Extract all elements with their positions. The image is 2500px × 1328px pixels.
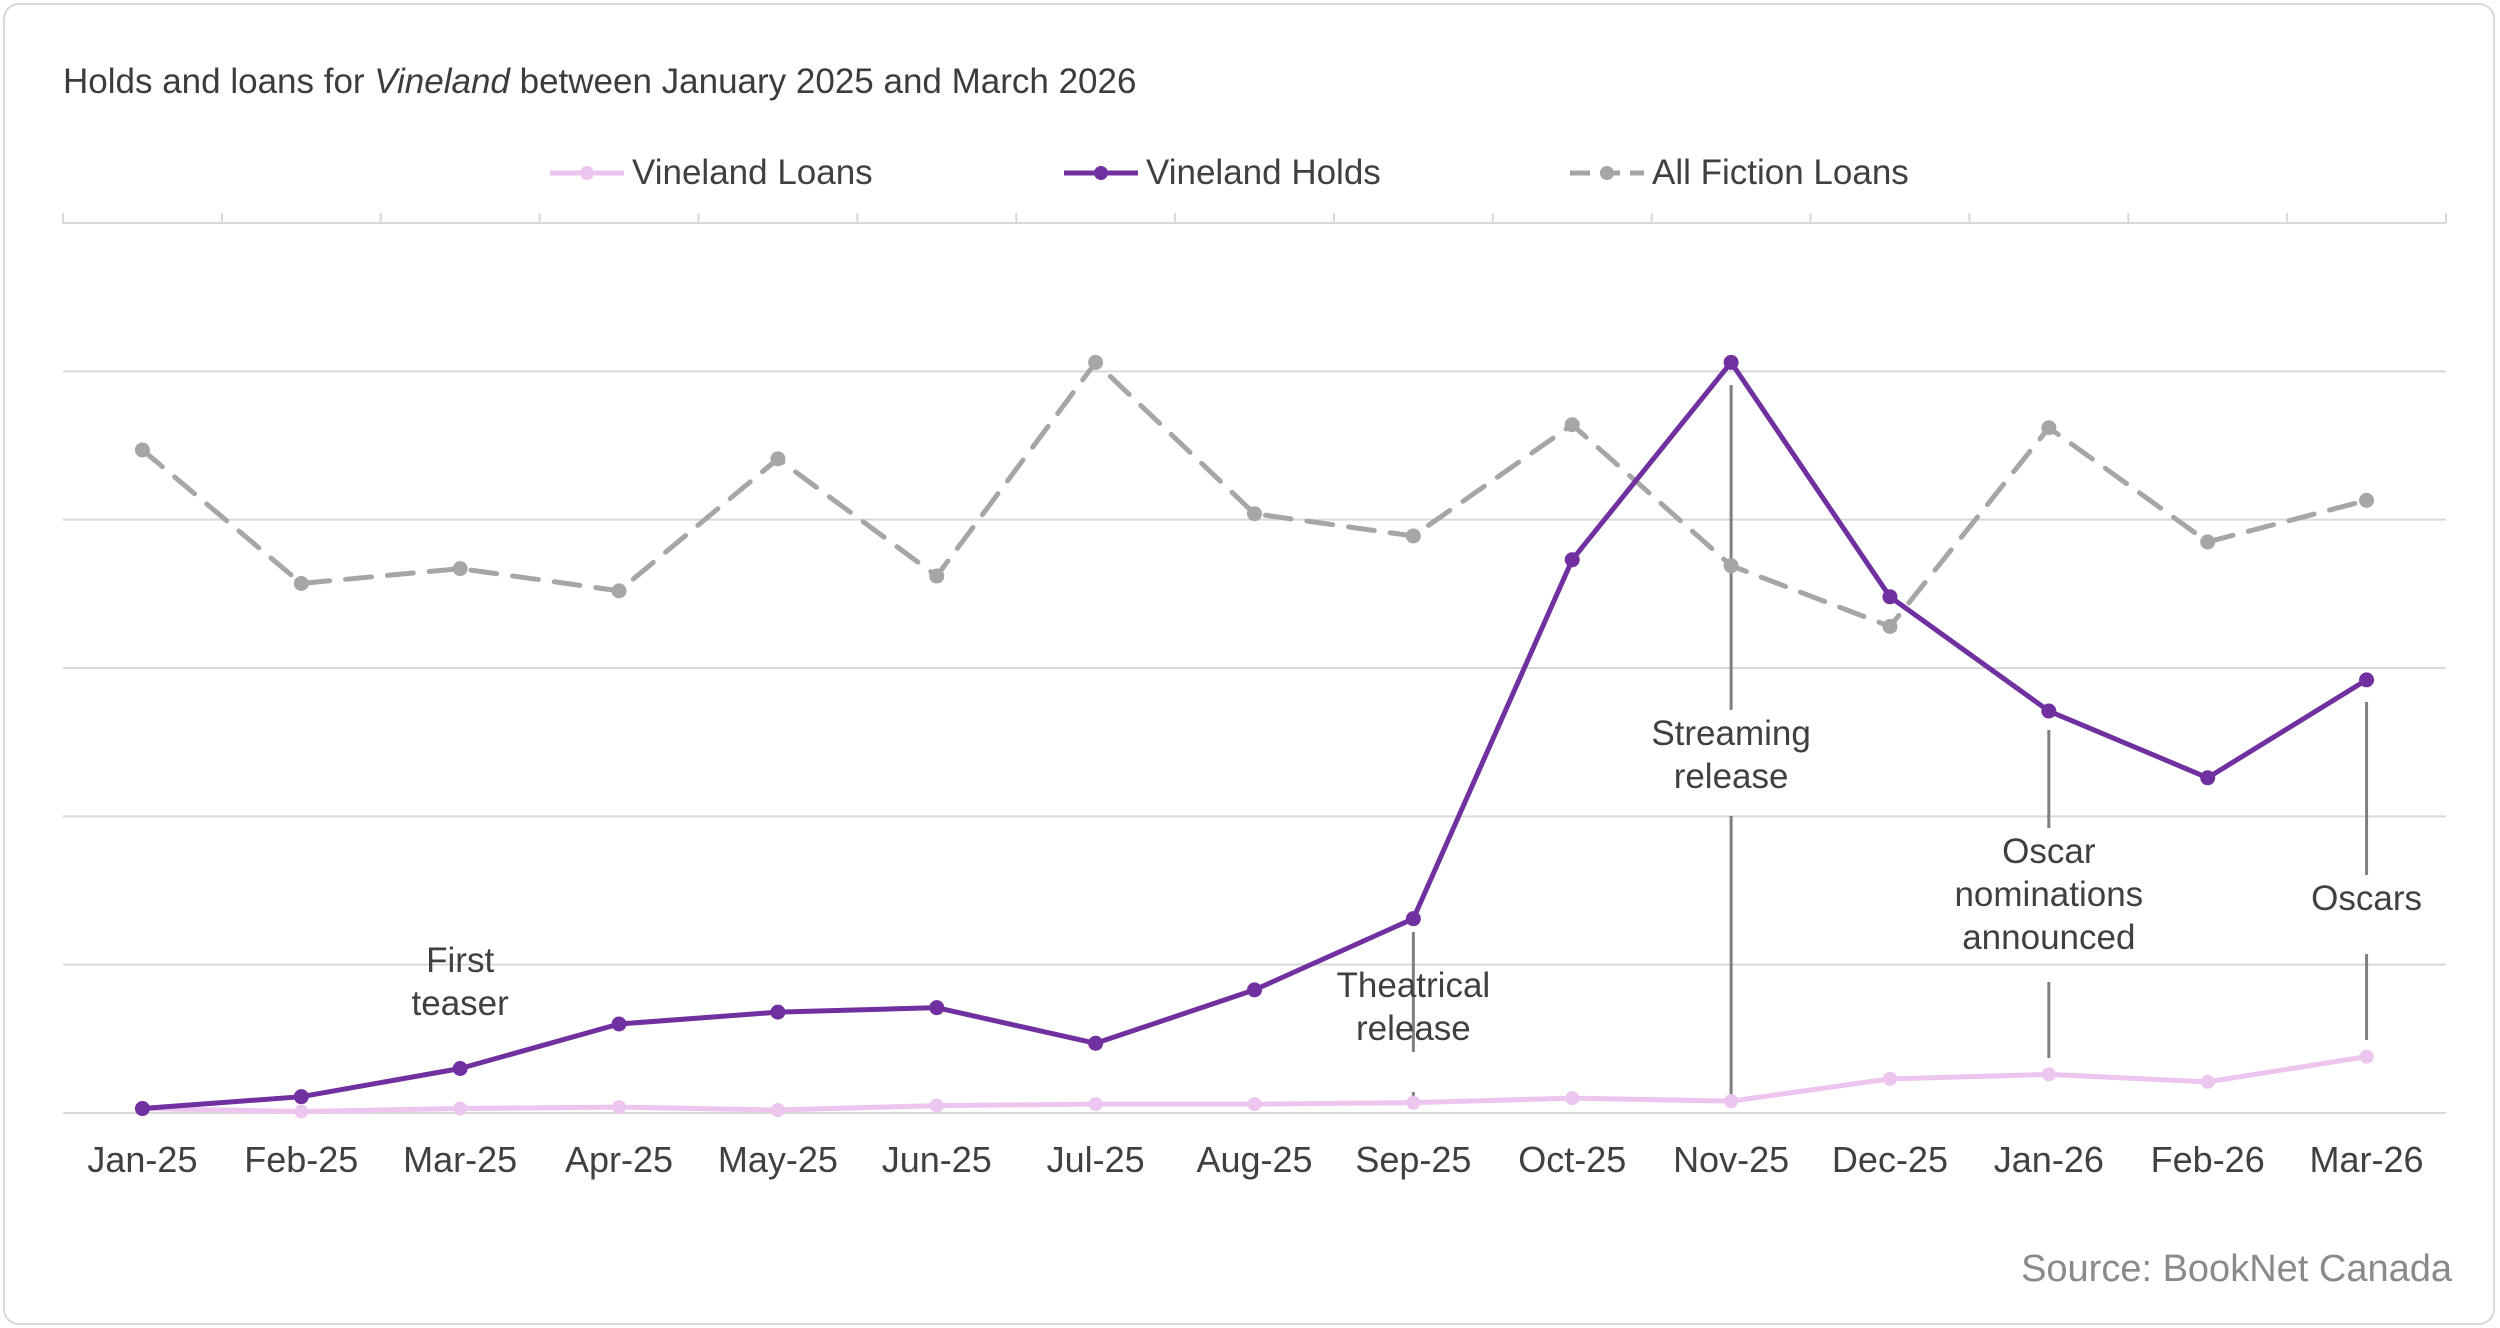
x-tick-label: Jan-26 xyxy=(1994,1139,2104,1180)
data-point-all-fiction-loans xyxy=(1882,618,1898,634)
data-point-vineland-holds xyxy=(1723,354,1739,370)
data-point-vineland-loans xyxy=(1247,1097,1262,1112)
data-point-vineland-holds xyxy=(2200,770,2216,786)
data-point-all-fiction-loans xyxy=(1247,506,1262,522)
data-point-vineland-loans xyxy=(2041,1067,2056,1082)
data-point-vineland-loans xyxy=(1724,1094,1739,1109)
data-point-vineland-holds xyxy=(452,1061,468,1076)
data-point-vineland-loans xyxy=(453,1101,468,1116)
source-note: Source: BookNet Canada xyxy=(2021,1248,2452,1290)
legend-label-fiction: All Fiction Loans xyxy=(1652,153,1909,192)
x-tick-label: Aug-25 xyxy=(1196,1139,1312,1180)
data-point-vineland-holds xyxy=(770,1004,786,1020)
data-point-all-fiction-loans xyxy=(1723,558,1739,574)
data-point-all-fiction-loans xyxy=(1564,417,1580,433)
legend-item-vineland-holds[interactable]: Vineland Holds xyxy=(1062,150,1381,196)
x-tick-label: Sep-25 xyxy=(1355,1139,1471,1180)
annotation-label: nominations xyxy=(1954,875,2143,914)
x-tick-label: Jun-25 xyxy=(882,1139,992,1180)
data-point-vineland-loans xyxy=(1882,1071,1897,1086)
data-point-vineland-holds xyxy=(1564,552,1580,568)
data-point-all-fiction-loans xyxy=(1088,354,1104,370)
legend-swatch-loans xyxy=(550,166,624,180)
data-point-vineland-holds xyxy=(929,1000,945,1016)
annotation-label: First xyxy=(426,941,494,980)
annotation-label: Theatrical xyxy=(1337,966,1491,1005)
title-prefix: Holds and loans for xyxy=(63,62,375,101)
x-tick-label: Apr-25 xyxy=(565,1139,673,1180)
title-suffix: between January 2025 and March 2026 xyxy=(509,62,1137,101)
legend-item-vineland-loans[interactable]: Vineland Loans xyxy=(548,150,873,196)
data-point-all-fiction-loans xyxy=(2200,534,2216,550)
data-point-all-fiction-loans xyxy=(452,561,468,577)
annotation-label: release xyxy=(1356,1009,1471,1048)
data-point-all-fiction-loans xyxy=(134,442,150,458)
data-point-all-fiction-loans xyxy=(2041,420,2057,436)
data-point-vineland-holds xyxy=(2041,703,2057,719)
data-point-vineland-holds xyxy=(1882,589,1898,605)
title-book-name: Vineland xyxy=(374,62,510,101)
data-point-vineland-loans xyxy=(1565,1091,1580,1106)
x-tick-label: Mar-25 xyxy=(403,1139,517,1180)
data-point-vineland-holds xyxy=(293,1089,309,1105)
data-point-vineland-loans xyxy=(294,1104,309,1119)
x-tick-label: Feb-26 xyxy=(2151,1139,2265,1180)
annotation-label: release xyxy=(1674,757,1789,796)
annotation-label: announced xyxy=(1962,918,2135,957)
data-point-all-fiction-loans xyxy=(1405,528,1421,544)
data-point-vineland-loans xyxy=(2200,1074,2215,1089)
data-point-vineland-loans xyxy=(1406,1095,1421,1110)
legend-label-holds: Vineland Holds xyxy=(1146,153,1381,192)
series-line-all-fiction-loans xyxy=(139,359,2370,629)
x-tick-label: May-25 xyxy=(718,1139,838,1180)
data-point-vineland-loans xyxy=(2359,1049,2374,1064)
legend-item-all-fiction-loans[interactable]: All Fiction Loans xyxy=(1568,150,1909,196)
data-point-all-fiction-loans xyxy=(611,583,627,599)
annotation-label: Oscar xyxy=(2002,832,2096,871)
annotation-label: Streaming xyxy=(1651,714,1811,753)
x-tick-label: Jul-25 xyxy=(1047,1139,1145,1180)
data-point-vineland-holds xyxy=(2359,672,2375,688)
data-point-all-fiction-loans xyxy=(2359,492,2375,508)
data-point-vineland-holds xyxy=(134,1101,150,1117)
x-tick-label: Oct-25 xyxy=(1518,1139,1626,1180)
data-point-vineland-loans xyxy=(1088,1097,1103,1112)
data-point-all-fiction-loans xyxy=(929,568,945,584)
data-point-vineland-holds xyxy=(611,1016,627,1032)
annotation-label: Oscars xyxy=(2311,879,2422,918)
data-point-vineland-holds xyxy=(1405,911,1421,927)
x-tick-label: Jan-25 xyxy=(87,1139,197,1180)
legend-swatch-holds xyxy=(1064,166,1138,180)
x-tick-label: Dec-25 xyxy=(1832,1139,1948,1180)
data-point-all-fiction-loans xyxy=(293,575,309,591)
chart-title: Holds and loans for Vineland between Jan… xyxy=(63,62,1136,102)
legend-label-loans: Vineland Loans xyxy=(632,153,873,192)
data-point-vineland-loans xyxy=(929,1098,944,1113)
data-point-vineland-holds xyxy=(1247,982,1262,998)
x-tick-label: Mar-26 xyxy=(2310,1139,2424,1180)
data-point-vineland-loans xyxy=(612,1100,627,1115)
x-tick-label: Nov-25 xyxy=(1673,1139,1789,1180)
x-tick-label: Feb-25 xyxy=(244,1139,358,1180)
annotation-label: teaser xyxy=(412,984,510,1023)
data-point-all-fiction-loans xyxy=(770,451,786,467)
data-point-vineland-holds xyxy=(1088,1035,1104,1051)
data-point-vineland-loans xyxy=(770,1103,785,1118)
legend-swatch-fiction xyxy=(1570,166,1644,180)
